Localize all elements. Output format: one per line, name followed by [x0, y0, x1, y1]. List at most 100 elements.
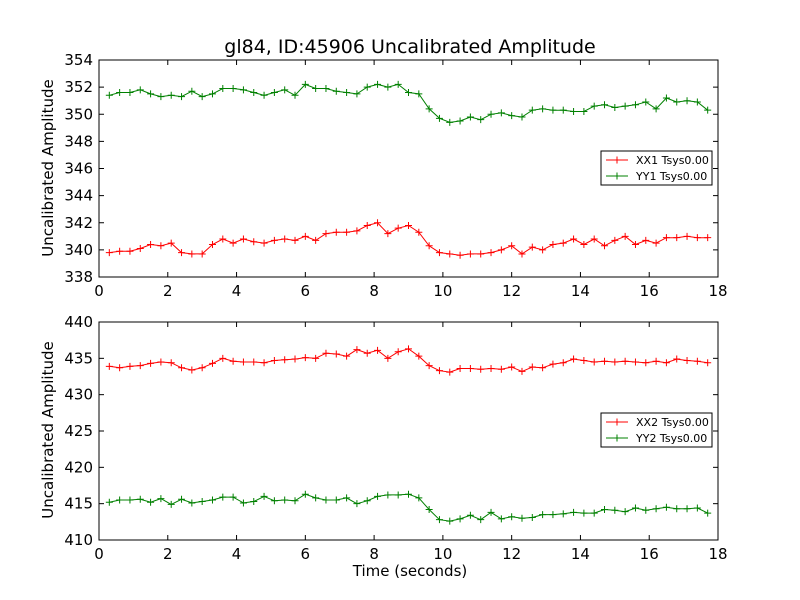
data-point-yy2 [642, 506, 650, 514]
data-point-yy2 [621, 508, 629, 516]
data-point-yy1 [487, 110, 495, 118]
data-point-yy1 [631, 101, 639, 109]
data-point-xx2 [539, 364, 547, 372]
data-point-xx2 [136, 362, 144, 370]
bottom-y-tick-label: 420 [64, 458, 93, 476]
data-point-xx1 [219, 235, 227, 243]
data-point-yy2 [239, 499, 247, 507]
data-point-xx2 [374, 346, 382, 354]
data-point-yy1 [652, 105, 660, 113]
data-point-yy2 [167, 500, 175, 508]
data-point-yy1 [178, 93, 186, 101]
data-point-yy2 [116, 496, 124, 504]
data-point-yy1 [374, 80, 382, 88]
bottom-x-tick-label: 18 [708, 545, 727, 563]
bottom-y-axis-label: Uncalibrated Amplitude [39, 341, 57, 518]
data-point-yy2 [508, 513, 516, 521]
data-point-yy2 [208, 496, 216, 504]
data-point-yy1 [363, 83, 371, 91]
data-point-yy2 [580, 509, 588, 517]
data-point-yy2 [374, 492, 382, 500]
top-chart-title: gl84, ID:45906 Uncalibrated Amplitude [224, 36, 595, 58]
data-point-xx1 [497, 246, 505, 254]
data-point-xx1 [312, 236, 320, 244]
legend-marker-xx1 [613, 156, 621, 164]
data-point-xx2 [394, 348, 402, 356]
data-point-xx1 [508, 242, 516, 250]
data-point-xx1 [601, 242, 609, 250]
data-point-yy1 [456, 117, 464, 125]
data-point-yy1 [116, 89, 124, 97]
data-point-xx1 [559, 239, 567, 247]
top-y-axis-label: Uncalibrated Amplitude [39, 79, 57, 256]
data-point-xx2 [497, 365, 505, 373]
legend-marker-yy1 [613, 172, 621, 180]
data-point-xx1 [477, 250, 485, 258]
data-point-yy1 [683, 97, 691, 105]
data-point-xx1 [611, 236, 619, 244]
data-point-yy1 [198, 93, 206, 101]
data-point-yy2 [322, 496, 330, 504]
data-point-yy1 [126, 89, 134, 97]
data-point-xx1 [281, 235, 289, 243]
data-point-xx1 [570, 235, 578, 243]
top-x-tick-label: 14 [571, 282, 590, 300]
bottom-y-tick-label: 410 [64, 531, 93, 549]
data-point-xx2 [642, 359, 650, 367]
bottom-x-tick-label: 6 [301, 545, 311, 563]
data-point-xx2 [549, 360, 557, 368]
data-point-xx2 [693, 357, 701, 365]
data-point-yy2 [652, 505, 660, 513]
data-point-yy1 [229, 84, 237, 92]
bottom-x-tick-label: 2 [163, 545, 173, 563]
data-point-xx2 [105, 362, 113, 370]
data-point-yy2 [456, 515, 464, 523]
data-point-xx1 [116, 247, 124, 255]
data-point-yy2 [198, 497, 206, 505]
data-point-xx1 [260, 239, 268, 247]
bottom-x-axis-label: Time (seconds) [352, 562, 468, 580]
data-point-xx1 [704, 234, 712, 242]
bottom-chart-panel: Uncalibrated Amplitude Time (seconds) 0 2… [39, 313, 728, 580]
data-point-yy1 [208, 90, 216, 98]
bottom-x-tick-label: 8 [369, 545, 379, 563]
data-point-yy2 [570, 508, 578, 516]
data-point-xx2 [477, 365, 485, 373]
data-point-xx2 [559, 359, 567, 367]
legend-marker-yy2 [613, 434, 621, 442]
top-y-tick-label: 350 [64, 105, 93, 123]
bottom-y-tick-label: 435 [64, 349, 93, 367]
data-point-yy1 [250, 89, 258, 97]
top-chart-panel: gl84, ID:45906 Uncalibrated Amplitude Un… [39, 36, 728, 300]
data-point-xx1 [652, 239, 660, 247]
data-point-yy2 [188, 499, 196, 507]
data-point-yy1 [580, 108, 588, 116]
top-y-tick-label: 352 [64, 78, 93, 96]
data-point-yy1 [332, 87, 340, 95]
data-point-xx1 [405, 221, 412, 229]
data-point-xx1 [353, 227, 361, 235]
data-point-yy2 [539, 511, 547, 519]
data-point-xx2 [528, 363, 536, 371]
data-point-xx2 [219, 354, 227, 362]
data-point-yy1 [611, 103, 619, 111]
top-x-tick-label: 12 [502, 282, 521, 300]
data-point-xx2 [343, 352, 351, 360]
bottom-legend-box [600, 412, 713, 448]
data-point-xx1 [332, 228, 340, 236]
data-point-xx2 [312, 354, 320, 362]
data-point-yy1 [105, 91, 113, 99]
data-point-xx2 [621, 357, 629, 365]
top-y-tick-label: 342 [64, 214, 93, 232]
data-point-xx2 [260, 359, 268, 367]
data-point-yy1 [693, 98, 701, 106]
data-point-xx2 [601, 357, 609, 365]
data-point-xx1 [270, 236, 278, 244]
data-point-yy1 [570, 108, 578, 116]
data-point-yy1 [343, 89, 351, 97]
top-x-tick-label: 16 [640, 282, 659, 300]
data-point-yy1 [394, 80, 402, 88]
data-point-yy2 [631, 504, 639, 512]
bottom-x-tick-label: 12 [502, 545, 521, 563]
